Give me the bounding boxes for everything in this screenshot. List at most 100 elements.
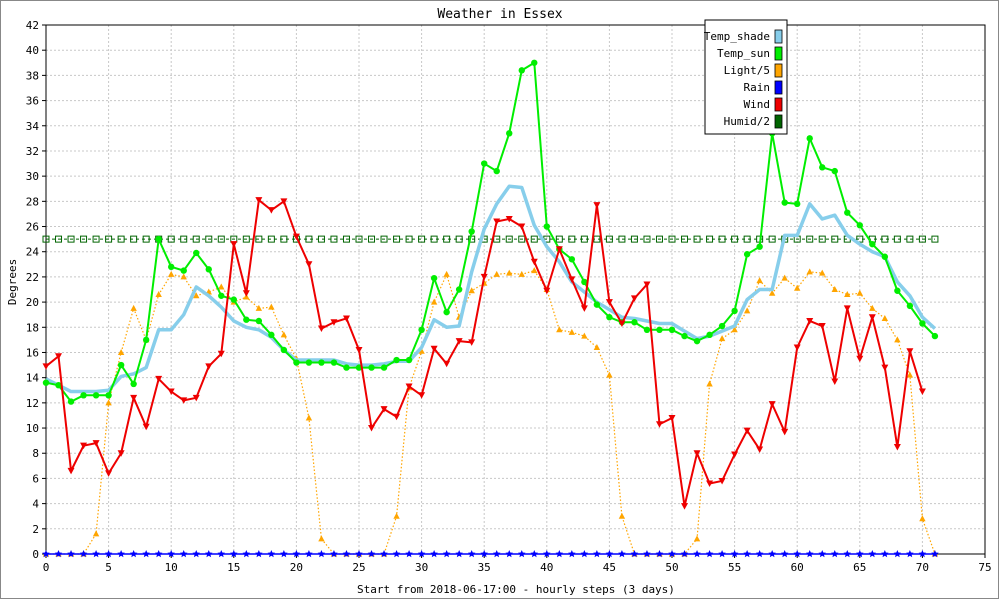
data-point-rain (543, 550, 551, 558)
data-point-light-5 (130, 304, 137, 311)
data-point-light-5 (593, 343, 601, 350)
data-point-light-5 (856, 289, 863, 296)
data-point-rain (367, 550, 376, 558)
y-tick-label: 14 (26, 372, 40, 385)
data-point-wind (155, 375, 163, 383)
data-point-humid-2 (505, 235, 513, 243)
x-tick-label: 30 (415, 561, 428, 574)
data-point-rain (593, 550, 601, 558)
data-point-wind (731, 451, 739, 458)
y-tick-label: 30 (26, 170, 39, 183)
data-point-light-5 (556, 326, 563, 333)
data-point-light-5 (393, 512, 400, 519)
x-tick-label: 20 (290, 561, 303, 574)
data-point-rain (142, 550, 150, 558)
data-point-temp-sun (80, 392, 87, 399)
data-point-humid-2 (317, 235, 325, 243)
y-tick-label: 24 (26, 246, 40, 259)
data-point-wind (355, 346, 363, 354)
data-point-rain (517, 550, 526, 558)
data-point-rain (430, 550, 438, 558)
legend-label: Temp_sun (717, 47, 770, 60)
data-point-rain (555, 550, 564, 558)
data-point-humid-2 (731, 235, 739, 243)
data-point-temp-sun (668, 326, 676, 334)
x-tick-label: 65 (853, 561, 866, 574)
y-tick-label: 12 (26, 397, 39, 410)
data-point-rain (204, 550, 213, 558)
data-point-wind (518, 223, 526, 231)
data-point-wind (568, 276, 576, 283)
data-point-humid-2 (80, 235, 88, 243)
data-point-light-5 (743, 307, 751, 314)
data-point-humid-2 (605, 235, 613, 243)
data-point-light-5 (305, 414, 313, 421)
data-point-humid-2 (593, 235, 601, 243)
data-point-temp-sun (806, 135, 813, 142)
y-axis-label: Degrees (6, 259, 19, 305)
data-point-rain (442, 550, 451, 558)
data-point-temp-sun (681, 332, 688, 340)
data-point-rain (392, 550, 401, 558)
data-point-wind (505, 215, 513, 223)
data-point-rain (192, 550, 201, 558)
data-point-temp-sun (869, 240, 876, 248)
data-point-rain (843, 550, 852, 558)
data-point-rain (755, 550, 764, 558)
data-point-humid-2 (530, 235, 538, 243)
data-point-rain (330, 550, 338, 558)
data-point-rain (655, 550, 664, 558)
y-tick-label: 40 (26, 44, 39, 57)
data-point-light-5 (781, 274, 788, 281)
data-point-temp-sun (142, 336, 150, 344)
data-point-temp-sun (543, 223, 550, 230)
data-point-wind (242, 290, 250, 297)
data-point-rain (292, 550, 301, 558)
data-point-wind (117, 450, 125, 457)
data-point-humid-2 (67, 235, 75, 243)
data-point-light-5 (117, 348, 125, 355)
y-tick-label: 20 (26, 296, 39, 309)
data-point-light-5 (105, 399, 112, 406)
data-point-humid-2 (818, 235, 826, 243)
data-point-rain (818, 550, 827, 558)
data-point-wind (718, 477, 726, 485)
data-point-humid-2 (743, 235, 751, 243)
data-point-light-5 (806, 268, 813, 275)
data-point-humid-2 (443, 235, 451, 243)
data-point-wind (317, 325, 325, 333)
data-point-rain (718, 550, 726, 558)
data-point-rain (868, 550, 877, 558)
legend-box (704, 19, 788, 135)
data-point-temp-sun (656, 326, 663, 334)
data-point-wind (418, 392, 426, 399)
data-point-temp-sun (42, 379, 50, 386)
data-point-wind (105, 470, 113, 477)
series-wind (42, 197, 926, 510)
data-point-temp-sun (455, 286, 463, 293)
data-point-wind (92, 440, 100, 447)
data-point-wind (893, 443, 901, 451)
data-point-rain (793, 550, 801, 558)
x-tick-label: 5 (105, 561, 112, 574)
data-point-wind (455, 338, 463, 345)
data-point-rain (881, 550, 889, 558)
data-point-wind (906, 348, 914, 355)
data-point-rain (467, 550, 476, 558)
data-point-rain (568, 550, 576, 558)
data-point-temp-sun (243, 316, 250, 323)
data-point-rain (67, 550, 75, 558)
data-point-light-5 (568, 328, 576, 335)
legend-swatch (774, 80, 783, 95)
data-point-rain (305, 550, 313, 558)
data-point-light-5 (906, 371, 914, 378)
data-point-wind (267, 207, 275, 214)
data-point-light-5 (706, 380, 713, 387)
data-point-rain (129, 550, 138, 558)
data-point-temp-sun (919, 320, 926, 327)
data-point-rain (505, 550, 514, 558)
data-point-temp-sun (430, 274, 438, 282)
legend-swatch (774, 97, 783, 112)
data-point-wind (781, 428, 789, 436)
